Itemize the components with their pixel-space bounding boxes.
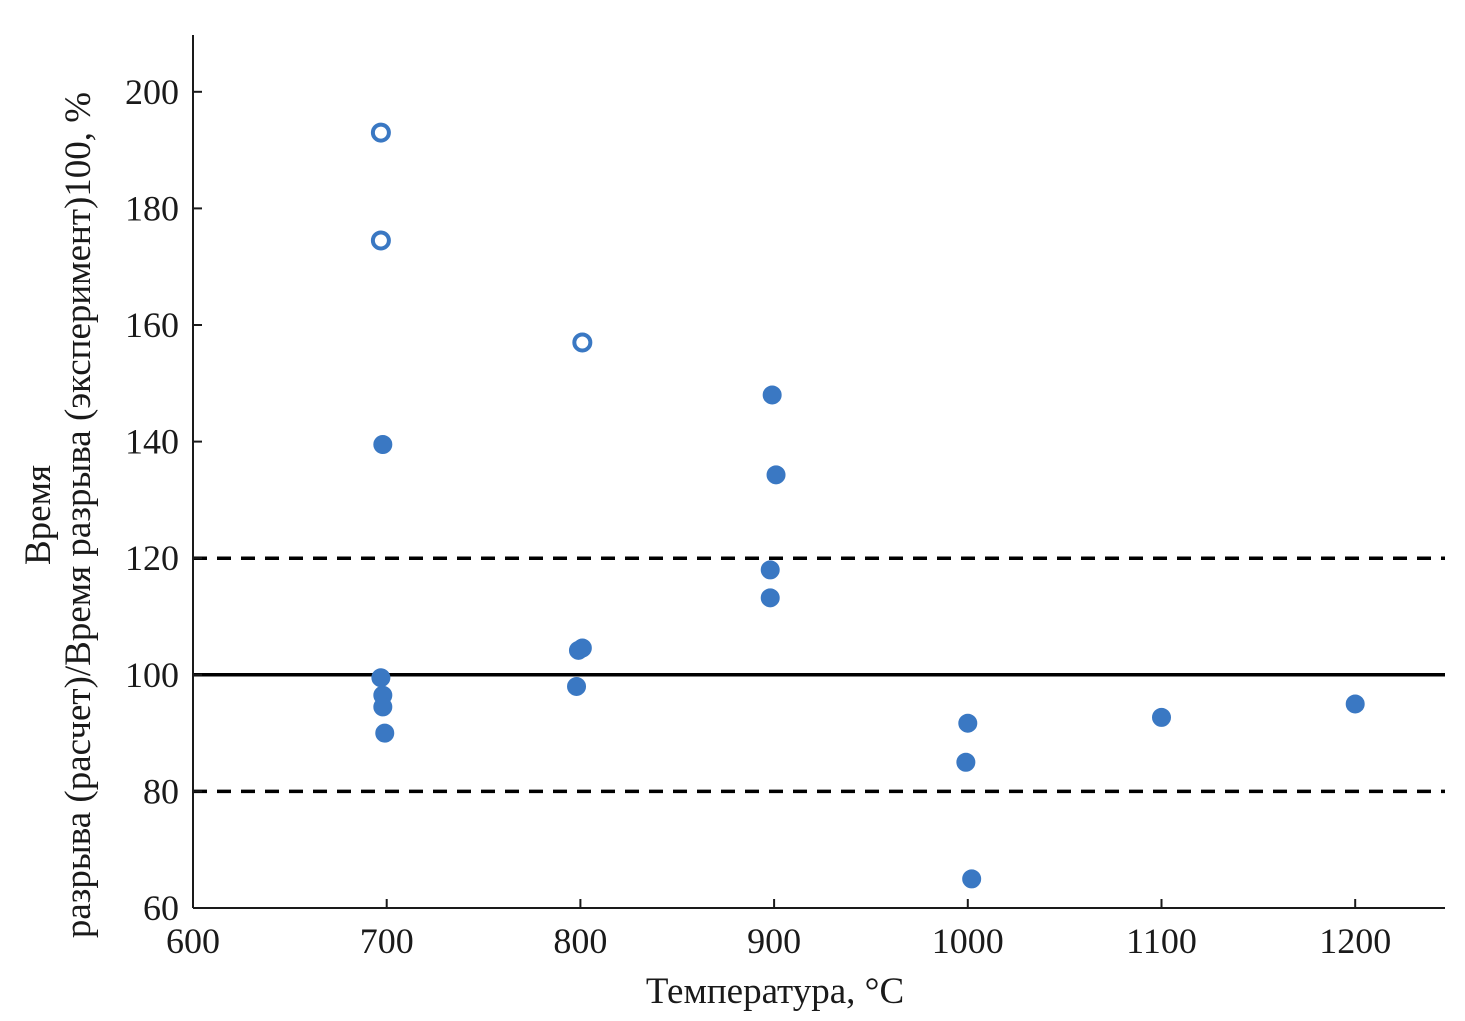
filled-data-point (762, 385, 782, 405)
x-tick-label: 600 (166, 921, 220, 961)
y-tick-label: 120 (125, 538, 179, 578)
open-data-point (370, 230, 391, 251)
filled-data-point (371, 668, 391, 688)
filled-data-point (567, 676, 587, 696)
x-tick-label: 800 (553, 921, 607, 961)
filled-data-point (375, 723, 395, 743)
filled-data-point (373, 435, 393, 455)
filled-data-point (962, 869, 982, 889)
y-tick-label: 80 (143, 771, 179, 811)
filled-data-point (572, 638, 592, 658)
data-points (370, 122, 1365, 889)
y-tick-label: 140 (125, 422, 179, 462)
y-tick-label: 60 (143, 888, 179, 928)
filled-data-point (958, 713, 978, 733)
x-tick-label: 1100 (1126, 921, 1197, 961)
filled-data-point (760, 588, 780, 608)
filled-data-point (956, 752, 976, 772)
filled-data-point (760, 560, 780, 580)
filled-data-point (1152, 707, 1171, 727)
y-axis-title-line-2: разрыва (расчет)/Время разрыва (эксперим… (58, 92, 99, 938)
x-tick-label: 700 (360, 921, 414, 961)
x-tick-label: 1200 (1319, 921, 1391, 961)
x-tick-label: 900 (747, 921, 801, 961)
y-tick-label: 200 (125, 72, 179, 112)
x-tick-label: 1000 (932, 921, 1004, 961)
y-tick-label: 160 (125, 305, 179, 345)
y-tick-label: 180 (125, 188, 179, 228)
open-data-point (572, 332, 593, 353)
x-axis-title: Температура, °C (646, 971, 904, 1012)
axis-ticks: 600 700 800 900 1000 1100 1200 60 80 100 120 140 160… (125, 72, 1391, 961)
reference-lines (193, 556, 1445, 794)
y-axis-title-line-1: Время (18, 465, 59, 565)
y-tick-label: 100 (125, 655, 179, 695)
filled-data-point (1345, 694, 1365, 714)
filled-data-point (766, 465, 786, 485)
filled-data-point (373, 697, 393, 717)
open-data-point (370, 122, 391, 143)
